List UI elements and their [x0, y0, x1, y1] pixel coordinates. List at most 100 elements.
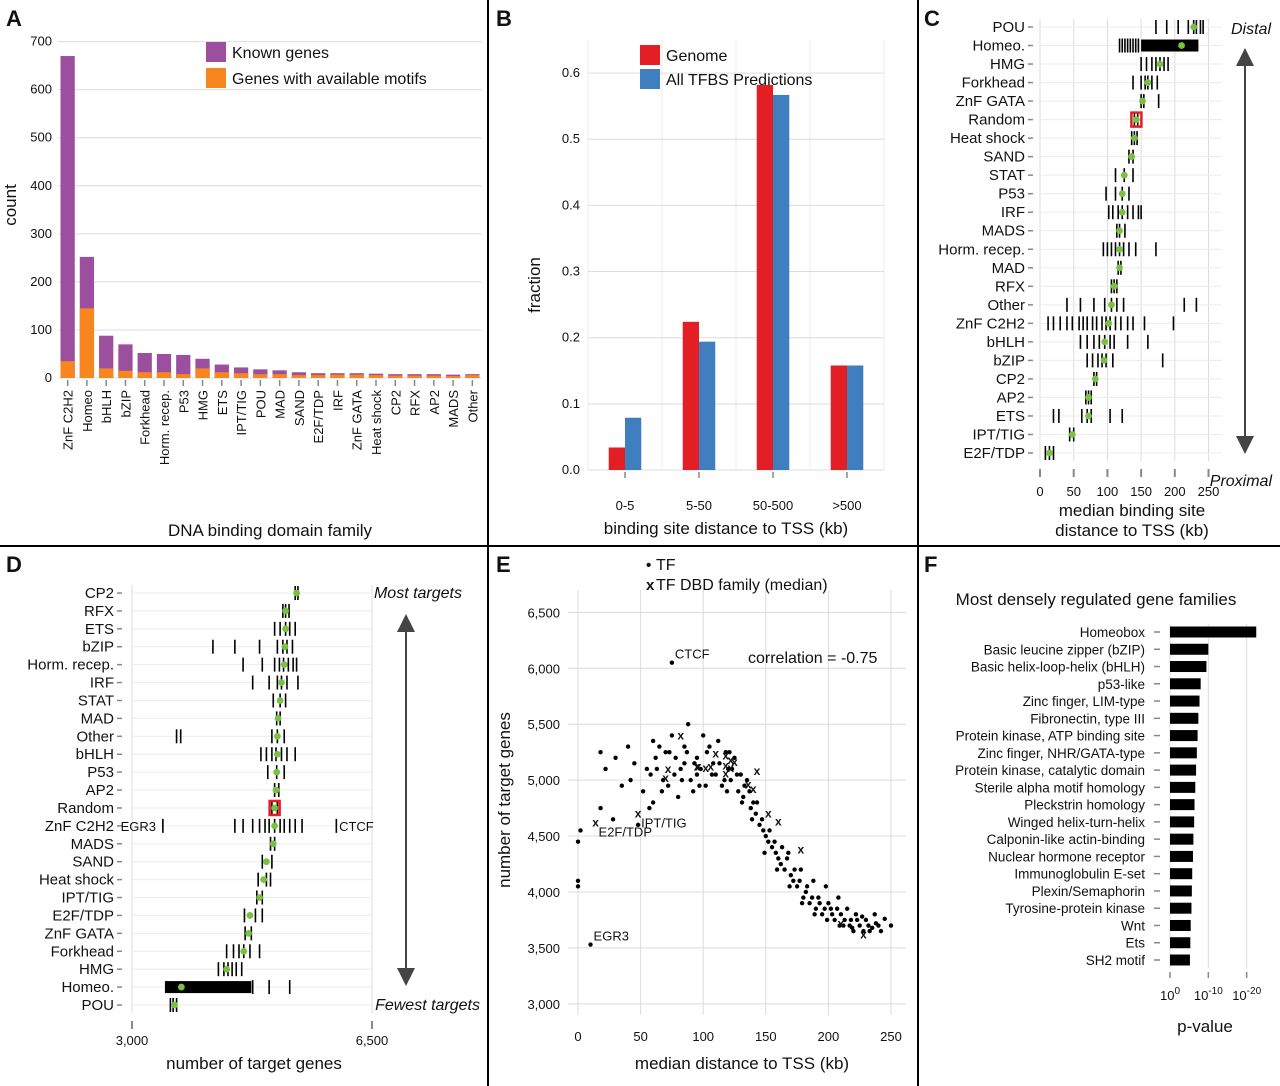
e-tf-point — [832, 917, 837, 923]
e-tf-point — [836, 895, 841, 900]
e-tf-point — [660, 777, 666, 783]
e-tf-point — [640, 789, 646, 794]
c-arrow-bottom-label: Proximal — [1210, 473, 1273, 490]
f-family-label: Basic leucine zipper (bZIP) — [984, 642, 1145, 657]
d-median-dot — [282, 607, 289, 615]
e-family-label: IPT/TIG — [641, 816, 687, 831]
e-tf-point — [726, 766, 731, 772]
a-bar-motifs — [156, 372, 172, 378]
b-bar-tfbs — [625, 417, 642, 470]
f-family-label: Zinc finger, LIM-type — [1023, 694, 1145, 709]
d-row-label: SAND — [72, 854, 114, 871]
a-y-tick-label: 200 — [30, 274, 52, 289]
d-median-dot — [240, 947, 248, 955]
e-tf-point — [692, 761, 697, 766]
a-y-tick-label: 400 — [30, 178, 52, 193]
d-row-label: P53 — [87, 764, 114, 781]
e-tf-point — [650, 800, 656, 805]
f-bar — [1170, 695, 1200, 707]
d-x-tick-label: 6,500 — [356, 1033, 389, 1048]
e-tf-point — [722, 777, 727, 783]
d-x-axis-title: number of target genes — [166, 1054, 342, 1073]
e-tf-point — [598, 749, 603, 755]
d-median-dot — [274, 714, 282, 722]
e-tf-point — [698, 766, 703, 772]
b-bar-tfbs — [847, 365, 864, 470]
panel-label-a: A — [6, 6, 22, 31]
e-tf-point — [757, 822, 762, 828]
panel-label-d: D — [6, 552, 22, 577]
e-family-point: x — [727, 753, 734, 767]
e-y-tick-label: 5,000 — [527, 773, 560, 788]
panel-label-f: F — [924, 552, 937, 577]
a-category-label: ZnF GATA — [350, 390, 365, 451]
c-median-dot — [1105, 319, 1113, 327]
e-y-tick-label: 3,000 — [527, 997, 560, 1012]
b-bar-genome — [608, 447, 625, 470]
panel-label-e: E — [496, 552, 511, 577]
e-tf-point — [719, 783, 725, 788]
f-x-axis-title: p-value — [1177, 1017, 1233, 1036]
d-row-label: E2F/TDP — [52, 907, 114, 924]
a-category-label: E2F/TDP — [311, 390, 326, 443]
f-bar — [1170, 799, 1195, 811]
c-row-label: ZnF GATA — [956, 93, 1025, 110]
a-bar-known — [253, 369, 268, 378]
e-tf-point — [667, 749, 672, 755]
f-bar — [1170, 712, 1199, 724]
d-row-label: MAD — [81, 710, 115, 727]
a-bar-motifs — [445, 376, 461, 378]
e-legend-label: TF DBD family (median) — [656, 577, 828, 594]
e-tf-point — [669, 733, 675, 738]
c-x-axis-title-line: median binding site — [1059, 501, 1205, 520]
a-bar-known — [156, 353, 172, 378]
e-tf-point — [688, 777, 693, 783]
e-tf-point — [613, 755, 618, 760]
e-tf-point — [804, 884, 810, 889]
c-row-label: SAND — [983, 149, 1025, 166]
f-bar — [1170, 643, 1209, 655]
e-y-tick-label: 4,500 — [527, 829, 560, 844]
a-legend-label: Known genes — [232, 45, 329, 62]
e-tf-label: CTCF — [675, 647, 710, 662]
e-tf-point — [837, 923, 842, 928]
a-bar-motifs — [253, 374, 268, 378]
c-median-dot — [1144, 79, 1152, 86]
e-tf-point — [761, 828, 766, 833]
e-tf-point — [888, 923, 894, 928]
b-category-label: 5-50 — [686, 498, 712, 513]
a-bar-motifs — [60, 361, 75, 378]
c-row-label: ZnF C2H2 — [956, 315, 1025, 332]
d-median-dot — [269, 840, 277, 848]
e-tf-point — [704, 749, 710, 755]
e-tf-point — [803, 889, 809, 895]
e-tf-point — [654, 766, 660, 772]
panel-a: A 0 100 200 300 400 500 600 700 count ZnF C2H2 Hom… — [1, 6, 482, 540]
e-tf-point — [822, 906, 827, 911]
d-median-dot — [273, 768, 281, 776]
a-bar-motifs — [368, 375, 384, 378]
d-random-box — [268, 799, 281, 817]
e-y-tick-label: 4,000 — [527, 885, 560, 900]
c-x-tick-label: 0 — [1036, 484, 1043, 499]
e-tf-point — [713, 772, 718, 777]
e-tf-point — [791, 878, 796, 883]
e-tf-point — [744, 777, 750, 783]
b-y-tick-label: 0.1 — [562, 396, 580, 411]
e-tf-point — [812, 912, 817, 917]
c-median-dot — [1120, 171, 1128, 179]
f-bar — [1170, 678, 1201, 690]
e-tf-point — [878, 928, 884, 934]
e-tf-point — [766, 839, 771, 844]
f-family-label: Homeobox — [1080, 625, 1146, 640]
e-y-tick-label: 5,500 — [527, 717, 560, 732]
f-x-tick-exponent: 0 — [1174, 986, 1180, 997]
a-y-tick-label: 700 — [30, 34, 52, 49]
f-bar — [1170, 833, 1194, 845]
d-median-dot — [276, 697, 284, 704]
e-family-point: x — [798, 842, 805, 856]
e-family-point: x — [707, 760, 714, 774]
e-family-point: x — [750, 782, 757, 796]
a-category-label: Heat shock — [369, 390, 384, 456]
e-x-tick-label: 0 — [574, 1029, 581, 1044]
